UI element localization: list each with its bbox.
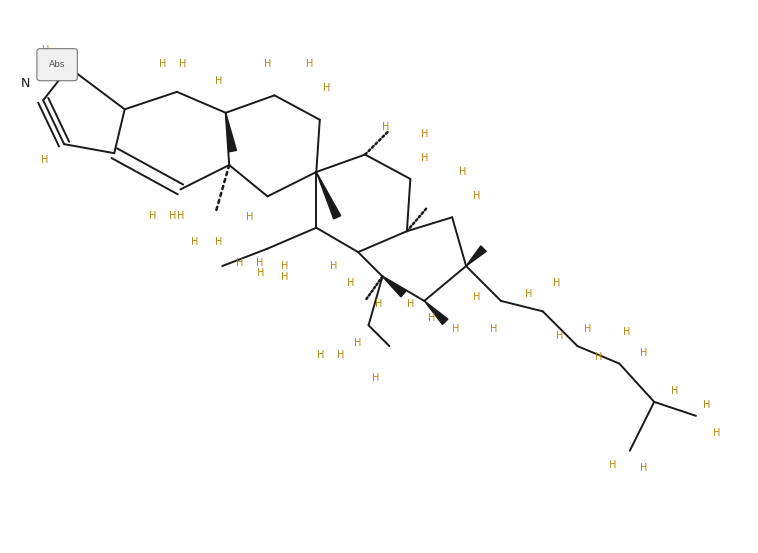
- Text: N: N: [20, 77, 30, 90]
- Text: Abs: Abs: [49, 60, 65, 69]
- Text: H: H: [215, 76, 222, 86]
- Text: H: H: [421, 129, 428, 139]
- Text: H: H: [622, 327, 630, 337]
- Text: H: H: [459, 167, 466, 177]
- Text: H: H: [41, 155, 49, 165]
- Text: H: H: [406, 299, 414, 309]
- Text: H: H: [347, 279, 355, 289]
- Text: H: H: [372, 373, 379, 383]
- Text: H: H: [255, 258, 263, 268]
- Text: H: H: [609, 460, 616, 469]
- Text: H: H: [375, 299, 383, 309]
- Text: H: H: [473, 293, 481, 302]
- Text: H: H: [179, 59, 186, 69]
- Text: H: H: [355, 338, 362, 348]
- Text: H: H: [421, 153, 428, 163]
- Text: H: H: [556, 331, 564, 341]
- Polygon shape: [383, 276, 406, 297]
- Polygon shape: [424, 301, 448, 325]
- Text: H: H: [149, 211, 156, 221]
- Polygon shape: [316, 172, 340, 219]
- Text: H: H: [318, 350, 324, 360]
- Text: H: H: [177, 211, 184, 221]
- Text: H: H: [215, 237, 222, 247]
- Text: H: H: [246, 212, 254, 222]
- Text: H: H: [584, 324, 592, 334]
- Text: H: H: [452, 324, 459, 334]
- Text: H: H: [382, 122, 390, 132]
- Polygon shape: [466, 246, 486, 266]
- Text: H: H: [640, 348, 647, 358]
- Text: H: H: [672, 387, 678, 397]
- Text: H: H: [640, 463, 647, 473]
- Text: H: H: [264, 59, 271, 69]
- Text: H: H: [168, 211, 176, 221]
- Text: H: H: [281, 272, 289, 281]
- Text: H: H: [428, 314, 435, 324]
- Text: H: H: [525, 289, 532, 299]
- Text: H: H: [473, 191, 481, 201]
- Text: H: H: [191, 237, 198, 247]
- Text: H: H: [703, 400, 710, 410]
- Text: H: H: [159, 59, 167, 69]
- FancyBboxPatch shape: [37, 49, 77, 81]
- Text: H: H: [490, 324, 498, 334]
- Text: H: H: [257, 268, 265, 278]
- Text: H: H: [595, 352, 602, 362]
- Text: H: H: [236, 258, 243, 268]
- Text: H: H: [713, 428, 721, 439]
- Text: H: H: [330, 261, 337, 271]
- Text: H: H: [281, 261, 289, 271]
- Polygon shape: [226, 113, 236, 152]
- Text: H: H: [553, 279, 560, 289]
- Text: H: H: [323, 84, 330, 93]
- Text: H: H: [42, 45, 50, 55]
- Text: H: H: [337, 350, 345, 360]
- Text: H: H: [305, 59, 313, 69]
